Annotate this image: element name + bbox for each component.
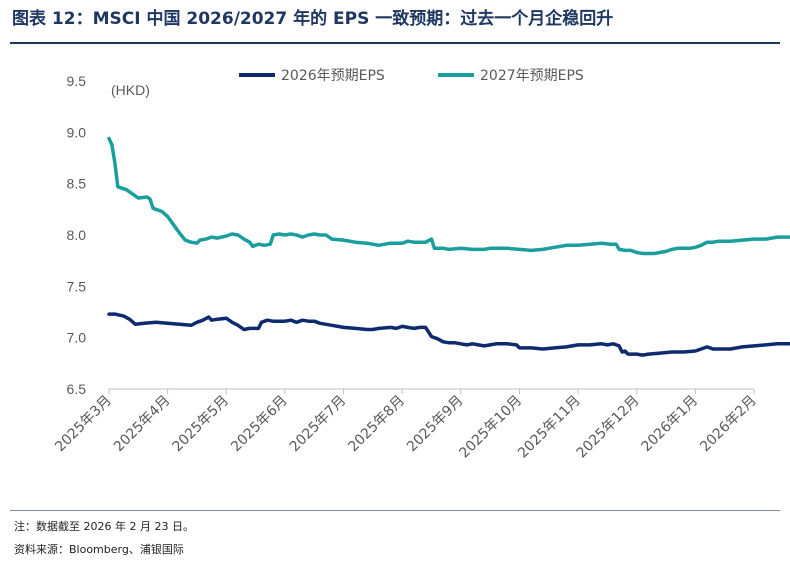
y-tick-label: 9.0 <box>67 124 87 140</box>
x-tick-label: 2026年2月 <box>697 393 760 456</box>
x-tick-label: 2025年3月 <box>52 393 115 456</box>
x-tick-label: 2025年8月 <box>345 393 408 456</box>
series-lines <box>107 136 790 357</box>
x-tick-label: 2025年12月 <box>574 393 643 462</box>
x-tick-label: 2025年7月 <box>287 393 350 456</box>
y-tick-label: 8.0 <box>67 227 87 243</box>
x-tick-label: 2025年9月 <box>404 393 467 456</box>
chart-title: 图表 12：MSCI 中国 2026/2027 年的 EPS 一致预期：过去一个… <box>12 9 614 29</box>
legend-label: 2026年预期EPS <box>281 68 385 84</box>
y-axis-ticks: 9.5 9.0 8.5 8.0 7.5 7.0 6.5 <box>67 73 87 397</box>
unit-label: (HKD) <box>111 82 150 98</box>
y-tick-label: 7.5 <box>67 278 87 294</box>
x-axis-ticks: 2025年3月2025年4月2025年5月2025年6月2025年7月2025年… <box>52 389 760 461</box>
x-tick-label: 2026年1月 <box>639 393 702 456</box>
footnote: 注：数据截至 2026 年 2 月 23 日。 <box>14 520 194 533</box>
y-tick-label: 7.0 <box>67 330 87 346</box>
eps-line-chart: 9.59.08.58.07.57.06.5 2025年3月2025年4月2025… <box>52 68 790 461</box>
legend-label: 2027年预期EPS <box>480 68 584 84</box>
source-note: 资料来源：Bloomberg、浦银国际 <box>14 543 184 556</box>
y-tick-label: 9.5 <box>67 73 87 89</box>
x-tick-label: 2025年6月 <box>228 393 291 456</box>
x-tick-label: 2025年4月 <box>111 393 174 456</box>
series-line-2027 <box>107 136 790 256</box>
footer-divider <box>10 510 780 511</box>
title-underline <box>10 42 780 44</box>
y-tick-label: 8.5 <box>67 176 87 192</box>
x-tick-label: 2025年5月 <box>169 393 232 456</box>
legend: 2026年预期EPS 2027年预期EPS <box>239 68 584 84</box>
y-tick-label: 6.5 <box>67 381 87 397</box>
series-line-2026 <box>107 312 790 357</box>
